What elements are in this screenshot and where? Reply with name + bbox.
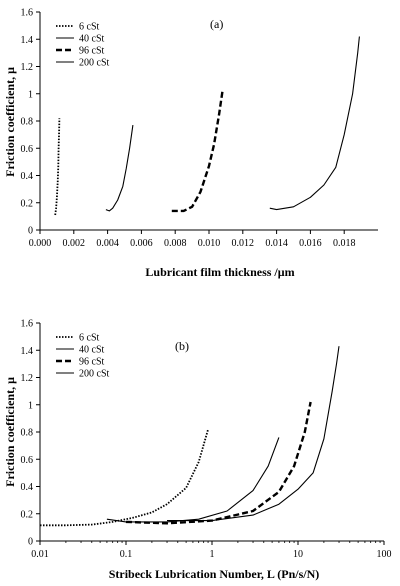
panel-b-x-tick-label: 1 [210,549,215,560]
panel-b-series-40-cst [106,437,280,523]
panel-a-xlabel: Lubricant film thickness /μm [145,265,294,279]
panel-a-x-tick-label: 0.014 [265,238,288,249]
panel-b-x-tick-label: 10 [293,549,303,560]
panel-a-series-96-cst [171,90,224,213]
panel-a-series [54,36,360,216]
panel-a-series-200-cst [269,36,360,211]
panel-a-y-tick-label: 1 [28,89,33,100]
panel-b-axes: 0 0.2 0.4 0.6 0.8 1 1.2 1.4 1.6 0.01 0.1 1 10 100 [21,319,392,561]
panel-a-legend-label: 96 cSt [79,46,105,57]
panel-a-tag: (a) [210,17,223,31]
panel-b-y-tick-label: 0.4 [21,482,34,493]
panel-b-legend-label: 96 cSt [79,357,105,368]
panel-a-y-tick-label: 1.4 [21,35,34,46]
panel-a-legend-label: 40 cSt [79,34,105,45]
panel-a: 0 0.2 0.4 0.6 0.8 1 1.2 1.4 1.6 0.000 0.002 0.004 0.… [3,8,378,279]
panel-a-axes: 0 0.2 0.4 0.6 0.8 1 1.2 1.4 1.6 0.000 0.002 0.004 0.… [21,8,378,249]
panel-b-y-tick-label: 1.4 [21,346,34,357]
panel-b-y-tick-label: 1.2 [21,373,34,384]
panel-b-y-tick-label: 0.8 [21,428,34,439]
panel-b-x-tick-label: 0.1 [120,549,133,560]
panel-b-series [40,346,340,527]
panel-b-y-tick-label: 0.6 [21,455,34,466]
panel-a-legend-label: 6 cSt [79,22,100,33]
panel-b-tag: (b) [175,339,189,353]
panel-b-y-tick-label: 0.2 [21,509,34,520]
panel-b-y-tick-label: 1.6 [21,319,34,330]
panel-a-legend-label: 200 cSt [79,58,110,69]
panel-b-y-tick-label: 0 [28,537,33,548]
panel-a-x-tick-label: 0.004 [96,238,119,249]
panel-b-legend-label: 40 cSt [79,345,105,356]
panel-a-x-tick-label: 0.002 [63,238,86,249]
panel-a-y-tick-label: 1.2 [21,62,34,73]
panel-b-legend-label: 200 cSt [79,369,110,380]
panel-a-y-tick-label: 0.4 [21,171,34,182]
panel-a-y-tick-label: 0.8 [21,117,34,128]
panel-b: 0 0.2 0.4 0.6 0.8 1 1.2 1.4 1.6 0.01 0.1 1 10 100 6 c… [3,319,392,582]
panel-a-y-tick-label: 0 [28,226,33,237]
panel-a-series-40-cst [105,125,134,212]
panel-a-x-tick-label: 0.016 [299,238,322,249]
panel-a-x-tick-label: 0.006 [130,238,153,249]
panel-b-xlabel: Stribeck Lubrication Number, L (Pn/s/N) [109,567,320,581]
panel-a-series-6-cst [54,118,61,216]
panel-b-y-tick-label: 1 [28,400,33,411]
panel-b-x-tick-label: 0.01 [31,549,49,560]
panel-a-x-tick-label: 0.000 [29,238,52,249]
panel-b-series-96-cst [125,401,312,525]
panel-a-y-tick-label: 1.6 [21,8,34,19]
panel-a-y-tick-label: 0.6 [21,144,34,155]
panel-b-legend-label: 6 cSt [79,333,100,344]
panel-a-x-tick-label: 0.018 [333,238,356,249]
panel-a-x-tick-label: 0.012 [232,238,255,249]
panel-b-series-6-cst [40,429,209,527]
panel-b-ylabel: Friction coefficient, μ [3,377,17,487]
panel-a-ylabel: Friction coefficient, μ [3,67,17,177]
panel-a-x-tick-label: 0.008 [164,238,187,249]
panel-b-series-200-cst [167,346,340,522]
panel-a-x-tick-label: 0.010 [198,238,221,249]
panel-b-x-tick-label: 100 [377,549,392,560]
panel-a-y-tick-label: 0.2 [21,198,34,209]
